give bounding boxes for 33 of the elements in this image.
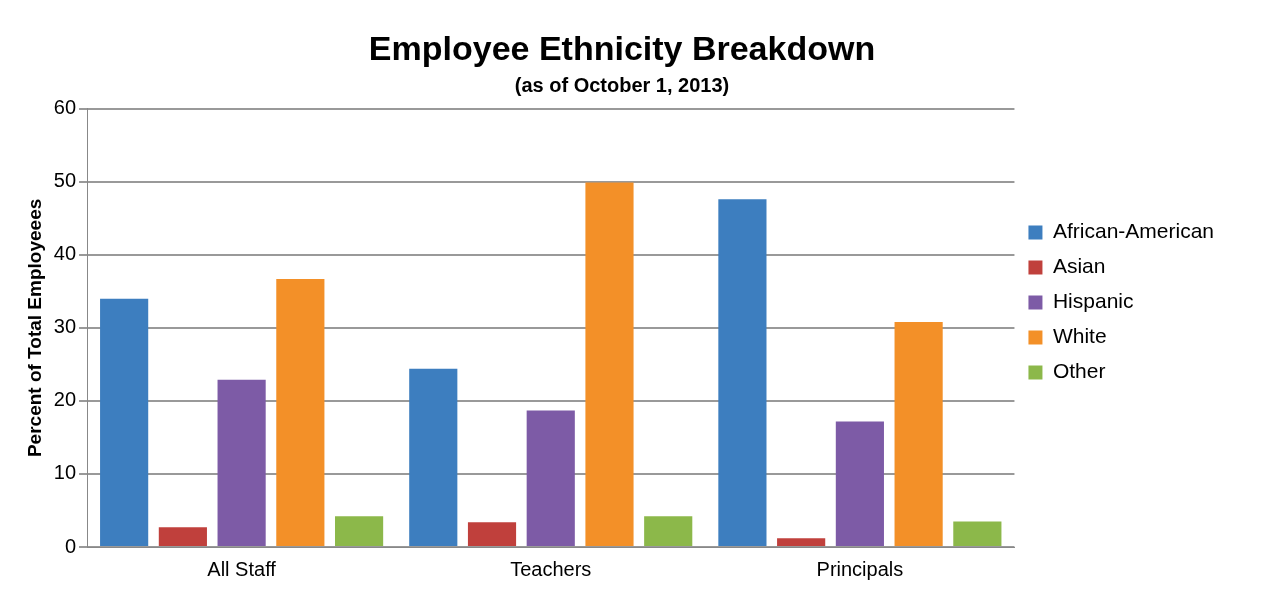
y-tick-label: 10 xyxy=(53,461,77,484)
bar xyxy=(217,379,266,546)
bar xyxy=(526,410,575,546)
legend-label: African-American xyxy=(1052,219,1215,243)
bar xyxy=(894,322,943,546)
y-tick-label: 0 xyxy=(64,534,77,557)
bar xyxy=(718,199,767,546)
bar xyxy=(276,278,325,546)
chart-title: Employee Ethnicity Breakdown xyxy=(368,28,876,67)
y-axis-title: Percent of Total Employeees xyxy=(23,198,45,458)
x-tick-label: Teachers xyxy=(510,557,592,580)
bar xyxy=(467,522,517,546)
x-tick-label: Principals xyxy=(816,557,904,580)
bar xyxy=(835,421,884,546)
y-tick-label: 60 xyxy=(53,96,77,119)
bar xyxy=(953,521,1002,546)
bar xyxy=(100,298,149,546)
legend-label: Other xyxy=(1052,359,1106,383)
y-tick-label: 30 xyxy=(53,315,77,338)
bar xyxy=(644,516,693,546)
bar xyxy=(409,368,458,546)
bar xyxy=(335,516,384,546)
bar xyxy=(158,527,207,546)
x-tick-label: All Staff xyxy=(207,557,277,580)
bar xyxy=(777,538,826,546)
y-tick-label: 20 xyxy=(53,388,77,411)
y-tick-label: 40 xyxy=(53,242,77,265)
legend-label: White xyxy=(1052,324,1107,348)
y-tick-label: 50 xyxy=(53,169,77,192)
legend-label: Hispanic xyxy=(1052,289,1134,313)
chart-subtitle: (as of October 1, 2013) xyxy=(514,74,730,97)
legend-label: Asian xyxy=(1052,254,1106,278)
bar xyxy=(585,182,634,546)
